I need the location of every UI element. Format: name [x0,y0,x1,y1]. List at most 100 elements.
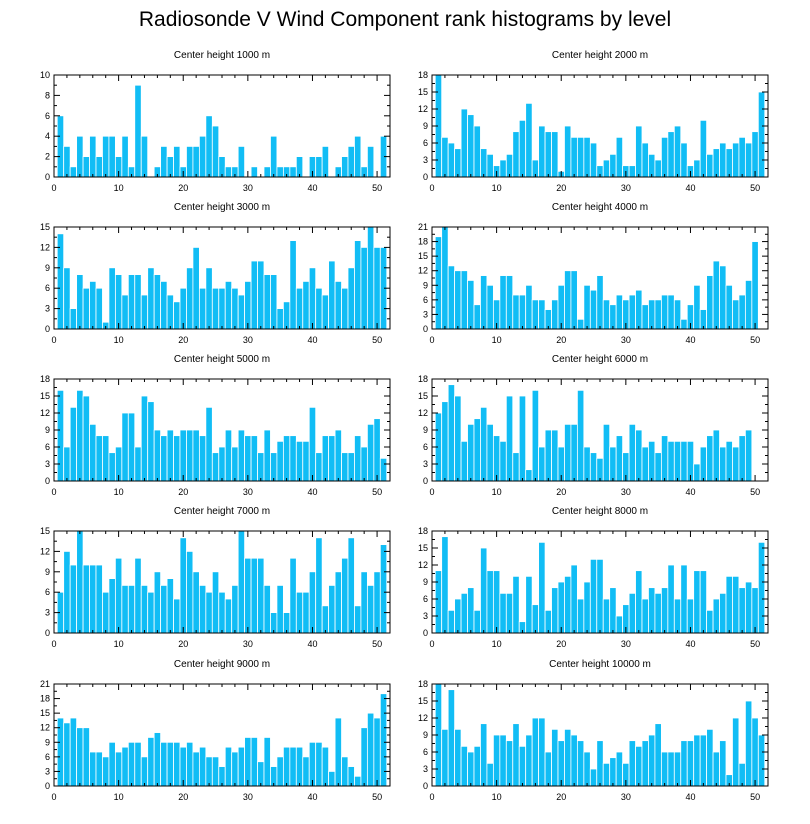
histogram-bar [211,452,220,482]
histogram-bar [751,131,759,178]
histogram-bar [660,435,669,482]
histogram-bar [108,578,116,634]
y-tick-label: 12 [418,104,428,114]
histogram-bar [725,575,733,634]
y-tick-label: 18 [418,526,428,536]
y-tick-label: 12 [40,408,50,418]
x-tick-label: 0 [429,639,434,649]
histogram-bar [660,751,669,787]
histogram-bar [160,585,168,634]
x-tick-label: 40 [685,792,695,802]
y-tick-label: 3 [423,764,428,774]
histogram-bar [538,541,546,634]
histogram-bar [102,135,110,178]
y-tick-label: 3 [423,611,428,621]
histogram-bar [354,605,362,634]
y-tick-label: 12 [418,713,428,723]
histogram-bar [564,125,572,178]
histogram-bar [667,564,675,634]
histogram-bar [89,280,97,330]
histogram-bar [237,746,246,787]
histogram-bar [224,429,233,482]
histogram-bar [480,275,488,330]
histogram-bar [95,287,103,330]
panel-title: Center height 9000 m [174,659,270,670]
x-tick-label: 0 [51,335,56,345]
histogram-bar [544,751,552,787]
histogram-bar [250,435,258,482]
histogram-bar [270,452,278,482]
y-tick-label: 0 [45,172,50,182]
histogram-bar [615,751,624,787]
histogram-bar [447,689,456,787]
histogram-bar [250,260,258,330]
histogram-bar [576,389,585,482]
histogram-bar [525,284,533,330]
x-tick-label: 10 [114,487,124,497]
histogram-bar [538,446,546,482]
histogram-bar [140,585,149,634]
histogram-bar [102,756,110,787]
histogram-bar [596,740,604,787]
histogram-bar [602,299,611,330]
histogram-bar [56,389,65,482]
histogram-bar [218,287,226,330]
histogram-bar [505,592,514,634]
histogram-bar [224,280,233,330]
y-tick-label: 18 [40,374,50,384]
histogram-bar [173,741,181,787]
histogram-bar [641,304,649,330]
histogram-bar [160,145,168,178]
histogram-bar [186,267,194,330]
histogram-bar [315,287,323,330]
histogram-bar [706,153,714,178]
histogram-bar [673,598,682,634]
histogram-bar [732,717,740,787]
histogram-bar [667,294,675,330]
histogram-bar [441,728,449,787]
histogram-bar [89,135,97,178]
histogram-bar [583,446,591,482]
y-tick-label: 21 [418,222,428,232]
x-tick-label: 30 [621,183,631,193]
histogram-bar [166,578,174,634]
histogram-bar [609,153,617,178]
histogram-bar [276,585,284,634]
histogram-bar [282,435,291,482]
histogram-bar [654,592,662,634]
histogram-bar [198,135,207,178]
y-tick-label: 6 [423,442,428,452]
histogram-bar [114,557,123,634]
y-tick-label: 18 [418,237,428,247]
histogram-bar [134,84,142,178]
histogram-bar [641,446,649,482]
y-tick-label: 3 [45,766,50,776]
histogram-bar [231,287,239,330]
histogram-bar [95,564,103,634]
y-tick-label: 6 [45,587,50,597]
y-tick-label: 2 [45,152,50,162]
histogram-bar [609,304,617,330]
histogram-bar [192,246,200,330]
histogram-bar [602,762,611,787]
histogram-bar [635,570,643,634]
histogram-bar [121,746,129,787]
histogram-bar [334,571,342,634]
histogram-bar [467,587,475,634]
histogram-bar [492,435,501,482]
histogram-bar [321,145,330,178]
histogram-bar [108,267,116,330]
histogram-bar [379,457,388,482]
x-tick-label: 40 [307,792,317,802]
y-tick-label: 6 [45,752,50,762]
histogram-bar [434,236,443,330]
histogram-bar [347,267,355,330]
x-tick-label: 30 [243,487,253,497]
histogram-bar [706,275,714,330]
histogram-bar [89,423,97,482]
histogram-bar [570,734,578,787]
x-tick-label: 40 [685,183,695,193]
y-tick-label: 0 [423,172,428,182]
histogram-bar [570,423,578,482]
histogram-bar [82,727,90,787]
